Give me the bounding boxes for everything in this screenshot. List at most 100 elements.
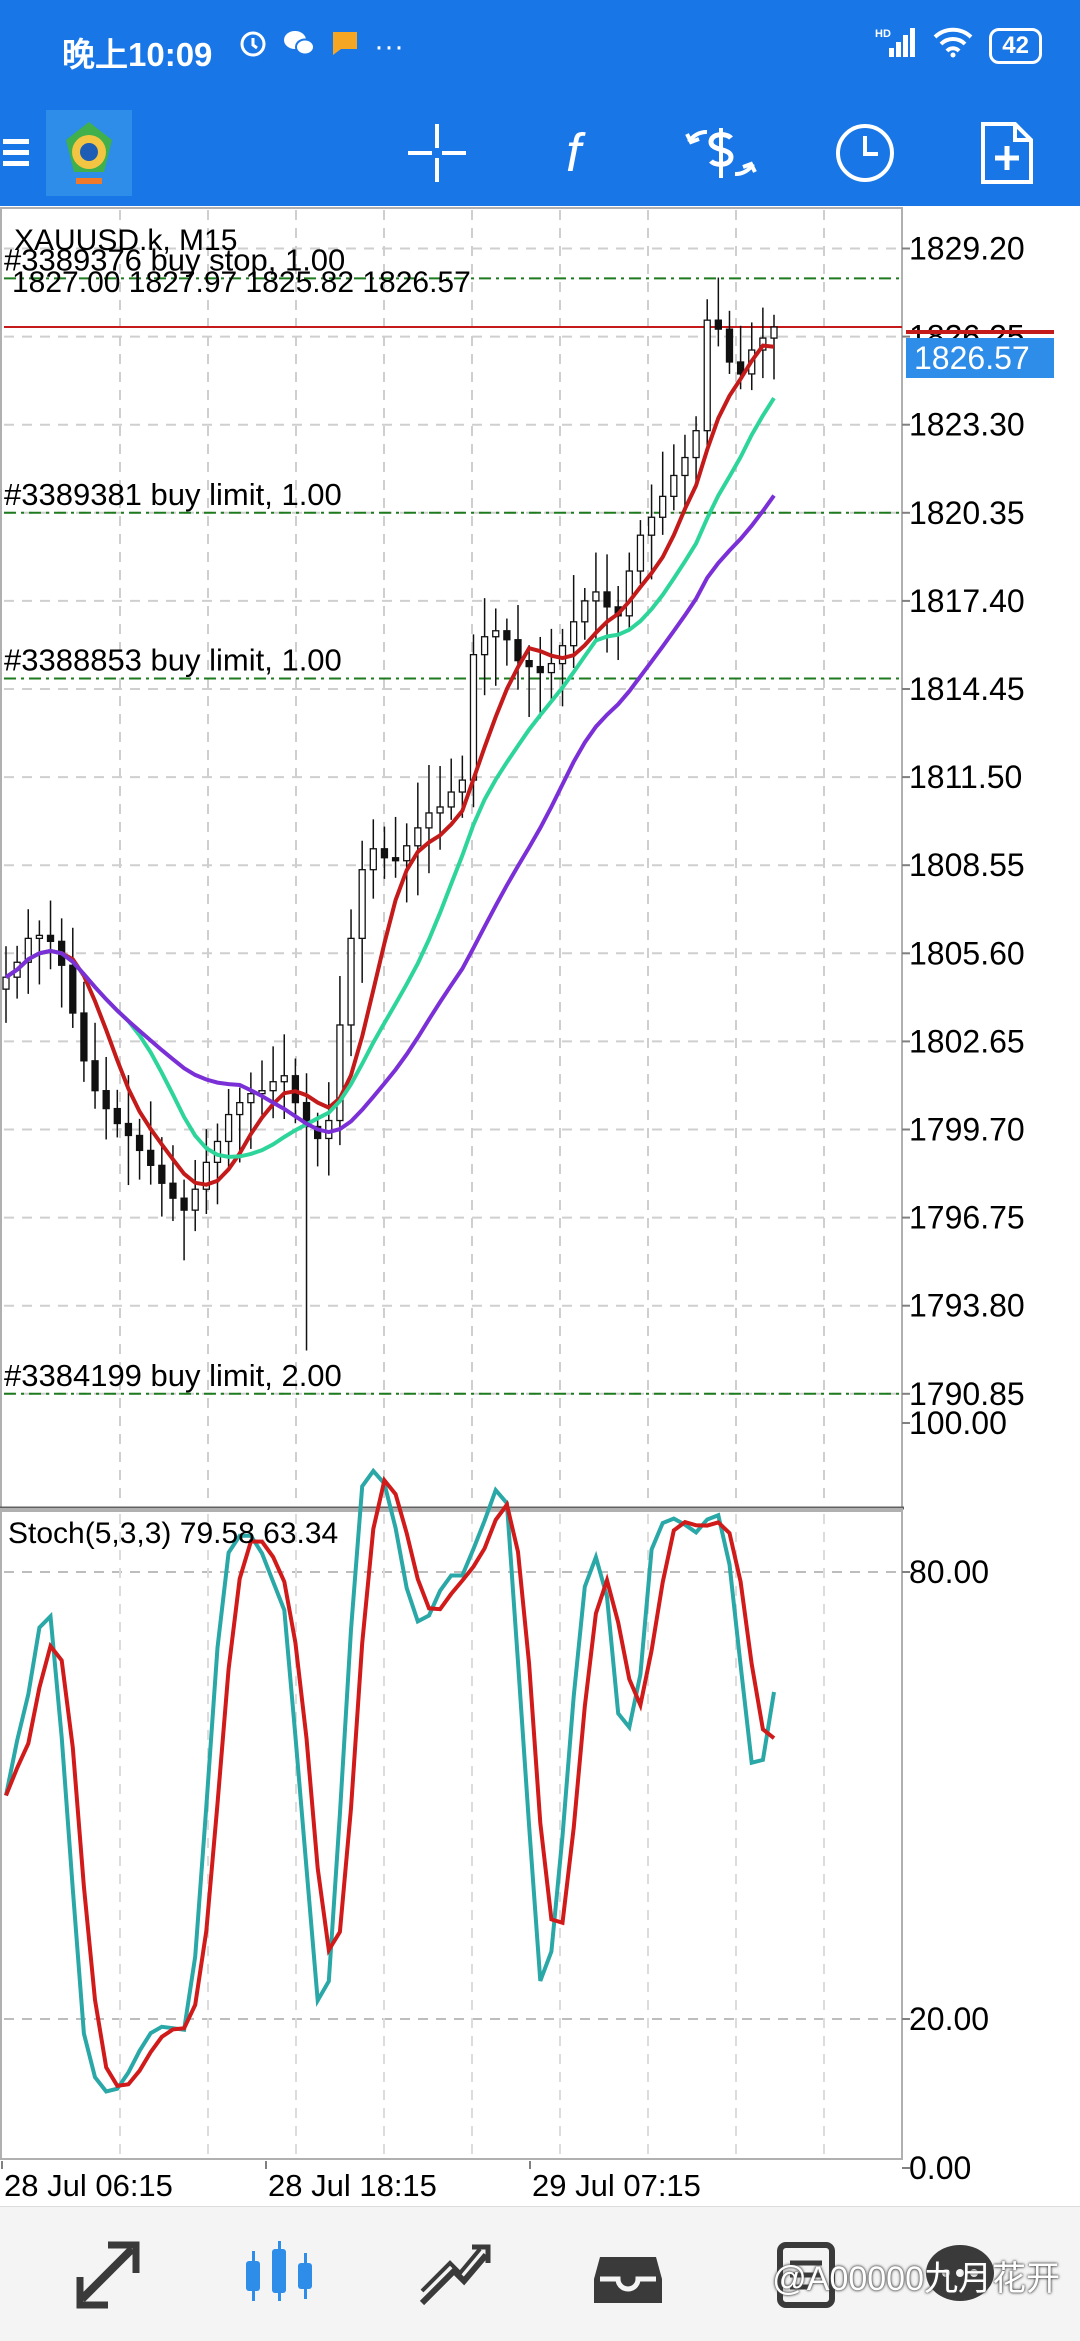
menu-icon[interactable] xyxy=(0,100,36,206)
messages-icon[interactable] xyxy=(758,2227,854,2323)
candle-body xyxy=(269,1081,277,1092)
candle-body xyxy=(525,659,533,668)
trade-icon[interactable] xyxy=(680,100,762,206)
price-tick-label: 1808.55 xyxy=(909,847,1025,883)
candle-body xyxy=(647,516,656,536)
candle-body xyxy=(425,812,433,829)
candle-body xyxy=(736,361,745,375)
main-chart-frame xyxy=(0,207,903,1512)
candle-body xyxy=(447,791,455,808)
symbol-label: XAUUSD.k, M15 xyxy=(14,224,237,257)
order-label: #3384199 buy limit, 2.00 xyxy=(4,1358,342,1393)
candle-body xyxy=(224,1113,233,1143)
news-icon[interactable] xyxy=(912,2227,1008,2323)
status-bar: 晚上10:09 ··· HD 42 xyxy=(0,0,1080,100)
price-tick-label: 1802.65 xyxy=(909,1023,1025,1059)
candle-body xyxy=(558,645,567,665)
candles xyxy=(2,277,778,1351)
price-tick-label: 1823.30 xyxy=(909,407,1025,443)
svg-text:HD: HD xyxy=(875,28,891,40)
candle-body xyxy=(581,600,589,623)
candle-body xyxy=(280,1075,288,1083)
candle-body xyxy=(414,827,422,847)
candle-body xyxy=(492,630,500,638)
candle-body xyxy=(258,1090,266,1095)
stoch-signal-line xyxy=(4,1475,776,2088)
ohlc-label: 1827.00 1827.97 1825.82 1826.57 xyxy=(12,266,471,299)
candle-body xyxy=(480,636,489,656)
candle-body xyxy=(236,1101,244,1116)
candle-body xyxy=(80,1012,88,1062)
new-document-icon[interactable] xyxy=(966,100,1048,206)
time-tick-label: 29 Jul 07:15 xyxy=(532,2168,701,2203)
candle-body xyxy=(2,976,10,990)
candle-body xyxy=(124,1122,133,1137)
bottom-navigation: @A00000九月花开 xyxy=(0,2206,1080,2341)
candle-body xyxy=(380,848,389,859)
chart-area[interactable]: #3389376 buy stop, 1.00 #3389381 buy limi… xyxy=(0,206,1080,2206)
main-toolbar: f xyxy=(0,100,1080,206)
order-lines: #3389376 buy stop, 1.00 #3389381 buy limi… xyxy=(4,242,902,1395)
candle-body xyxy=(247,1093,255,1104)
candle-body xyxy=(69,964,77,1014)
trade-icon[interactable] xyxy=(406,2227,502,2323)
candle-body xyxy=(347,937,355,1026)
stoch-tick-label: 80.00 xyxy=(909,1554,989,1590)
wifi-icon xyxy=(933,26,973,65)
ma-slow-line xyxy=(4,494,776,1135)
candle-body xyxy=(314,1125,322,1140)
price-tick-label: 1796.75 xyxy=(909,1200,1025,1236)
signal-icon: HD xyxy=(875,26,917,65)
candle-body xyxy=(24,937,32,963)
order-label: #3388853 buy limit, 1.00 xyxy=(4,643,342,678)
message-icon xyxy=(330,28,360,66)
candle-body xyxy=(191,1188,199,1211)
metatrader-logo-icon[interactable] xyxy=(44,100,134,206)
time-tick-label: 28 Jul 06:15 xyxy=(4,2168,173,2203)
svg-text:1826.57: 1826.57 xyxy=(914,340,1030,376)
candle-body xyxy=(102,1090,110,1110)
candle-body xyxy=(436,806,444,814)
candle-body xyxy=(636,534,645,572)
time-axis: 28 Jul 06:15 28 Jul 18:15 29 Jul 07:15 xyxy=(1,2161,701,2203)
candle-body xyxy=(158,1164,166,1184)
wechat-icon xyxy=(282,28,316,66)
chart-icon[interactable] xyxy=(232,2227,328,2323)
candle-body xyxy=(625,570,633,617)
candle-body xyxy=(692,430,700,459)
candle-body xyxy=(592,591,600,602)
history-icon[interactable] xyxy=(580,2227,676,2323)
candle-body xyxy=(603,591,611,608)
candle-body xyxy=(570,621,578,647)
order-label: #3389381 buy limit, 1.00 xyxy=(4,477,342,512)
status-time: 晚上10:09 xyxy=(62,36,213,73)
candle-body xyxy=(135,1134,144,1152)
current-price-tag: 1826.57 xyxy=(906,330,1054,378)
candle-body xyxy=(358,869,366,940)
moving-averages xyxy=(4,343,776,1187)
candle-body xyxy=(536,665,544,674)
price-tick-label: 1799.70 xyxy=(909,1112,1025,1148)
candle-body xyxy=(336,1024,344,1122)
indicators-icon[interactable]: f xyxy=(540,100,622,206)
quotes-icon[interactable] xyxy=(60,2227,156,2323)
status-notification-icons: ··· xyxy=(238,28,404,66)
period-clock-icon[interactable] xyxy=(824,100,906,206)
candle-body xyxy=(113,1107,121,1125)
stoch-tick-label: 0.00 xyxy=(909,2150,971,2186)
price-chart[interactable]: #3389376 buy stop, 1.00 #3389381 buy limi… xyxy=(0,206,1080,2206)
candle-body xyxy=(46,934,55,943)
price-tick-label: 1811.50 xyxy=(909,759,1022,795)
candle-body xyxy=(403,845,411,862)
candle-body xyxy=(681,456,689,477)
stoch-tick-label: 100.00 xyxy=(909,1405,1007,1441)
ma-fast-line xyxy=(4,343,775,1187)
candle-body xyxy=(458,779,466,793)
candle-body xyxy=(547,662,556,674)
crosshair-icon[interactable] xyxy=(396,100,478,206)
candle-body xyxy=(770,326,778,339)
status-right-icons: HD 42 xyxy=(875,26,1042,65)
time-tick-label: 28 Jul 18:15 xyxy=(268,2168,437,2203)
price-axis: 1829.201826.251823.301820.351817.401814.… xyxy=(902,231,1025,1412)
price-tick-label: 1790.85 xyxy=(909,1376,1025,1412)
